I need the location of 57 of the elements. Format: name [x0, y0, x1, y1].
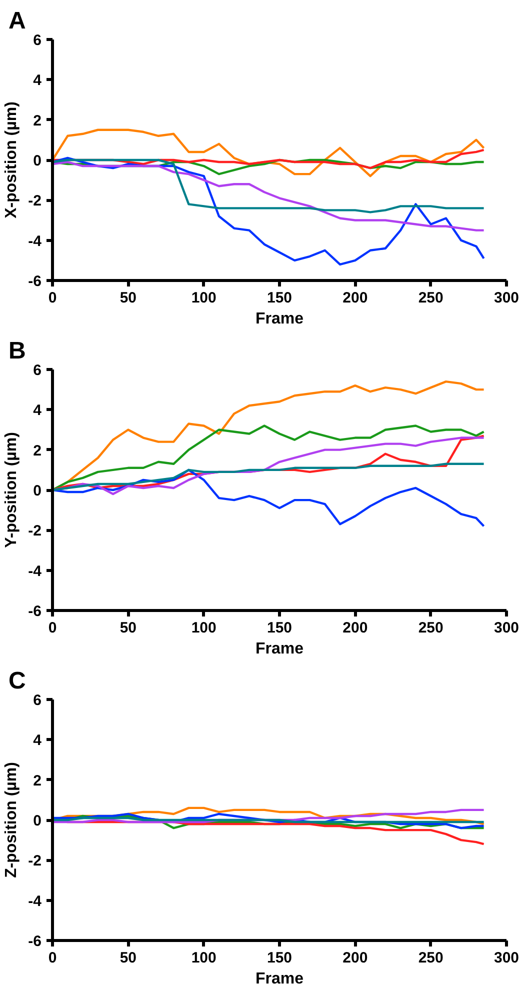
y-axis-title: Y-position (µm): [3, 432, 20, 548]
y-tick-label: -2: [28, 852, 42, 870]
x-tick-label: 200: [342, 950, 368, 966]
y-tick-label: -6: [28, 933, 42, 950]
x-tick-label: 250: [418, 950, 444, 966]
y-tick-label: 2: [33, 112, 42, 130]
x-tick-label: 300: [494, 950, 520, 966]
x-tick-label: 150: [266, 620, 292, 636]
y-tick-label: 6: [33, 692, 42, 709]
x-axis-title: Frame: [255, 310, 304, 328]
x-axis-title: Frame: [255, 640, 304, 658]
y-tick-label: 6: [33, 32, 42, 49]
y-tick-label: -2: [28, 192, 42, 210]
x-tick-label: 50: [120, 290, 137, 306]
line-series: [52, 128, 485, 178]
y-tick-label: -4: [28, 232, 42, 250]
x-tick-label: 250: [418, 620, 444, 636]
y-tick-label: -6: [28, 273, 42, 290]
chart-title: B: [8, 338, 26, 364]
x-tick-label: 150: [266, 290, 292, 306]
x-tick-label: 100: [191, 290, 216, 306]
x-tick-label: 250: [418, 290, 444, 306]
chart-title: A: [8, 8, 26, 34]
x-tick-label: 100: [191, 950, 216, 966]
chart-title: C: [8, 668, 26, 694]
x-tick-label: 200: [342, 290, 368, 306]
x-tick-label: 150: [266, 950, 292, 966]
y-tick-label: -4: [28, 562, 42, 580]
y-tick-label: -4: [28, 892, 42, 910]
line-series: [52, 156, 485, 266]
y-tick-label: 2: [33, 772, 42, 790]
y-tick-label: 0: [33, 482, 42, 500]
x-axis-title: Frame: [255, 970, 304, 988]
y-tick-label: 4: [33, 402, 42, 420]
x-tick-label: 0: [48, 290, 57, 306]
y-tick-label: -6: [28, 603, 42, 620]
line-series: [52, 468, 485, 528]
y-tick-label: 2: [33, 442, 42, 460]
x-tick-label: 200: [342, 620, 368, 636]
x-tick-label: 50: [120, 950, 137, 966]
y-tick-label: 4: [33, 732, 42, 750]
x-tick-label: 50: [120, 620, 137, 636]
y-axis-title: Z-position (µm): [3, 762, 20, 878]
y-axis-title: X-position (µm): [3, 102, 20, 218]
line-series: [52, 160, 485, 232]
y-tick-label: 6: [33, 362, 42, 379]
x-tick-label: 100: [191, 620, 216, 636]
x-tick-label: 0: [48, 950, 57, 966]
y-tick-label: -2: [28, 522, 42, 540]
line-series: [52, 158, 485, 214]
line-series: [52, 462, 485, 492]
x-tick-label: 0: [48, 620, 57, 636]
y-tick-label: 0: [33, 152, 42, 170]
y-tick-label: 0: [33, 812, 42, 830]
x-tick-label: 300: [494, 290, 520, 306]
x-tick-label: 300: [494, 620, 520, 636]
y-tick-label: 4: [33, 72, 42, 90]
